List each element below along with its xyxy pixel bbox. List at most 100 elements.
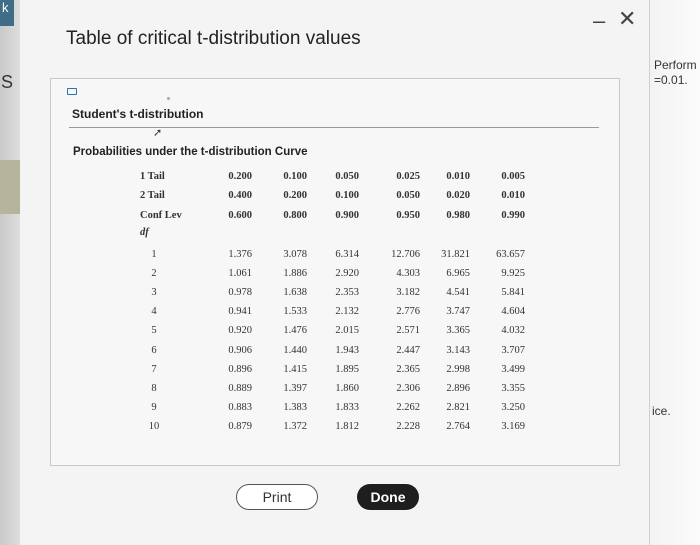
table-cell: 3.499 xyxy=(501,363,525,375)
table-cell: 2.896 xyxy=(446,382,470,394)
panel-subheading: Probabilities under the t-distribution C… xyxy=(73,146,308,158)
table-cell: 1.372 xyxy=(283,420,307,432)
table-header-label: Conf Lev xyxy=(140,210,182,221)
table-cell: 9.925 xyxy=(501,268,525,280)
background-tab: k xyxy=(0,0,14,26)
table-cell: 1.860 xyxy=(335,382,359,394)
table-cell: 4.541 xyxy=(446,287,470,299)
table-cell: 2.920 xyxy=(335,268,359,280)
table-header-value: 0.950 xyxy=(396,210,420,221)
table-cell: 6.965 xyxy=(446,268,470,280)
done-button[interactable]: Done xyxy=(357,484,419,510)
table-cell: 1.812 xyxy=(335,420,359,432)
t-table-dialog: Table of critical t-distribution values … xyxy=(20,0,650,545)
table-cell: 2.776 xyxy=(396,306,420,318)
table-header-value: 0.100 xyxy=(335,190,359,201)
table-cell: 3.250 xyxy=(501,401,525,413)
table-cell: 1.440 xyxy=(283,344,307,356)
table-cell: 0.920 xyxy=(228,325,252,337)
background-right-line2: =0.01. xyxy=(654,73,688,87)
table-cell: 6.314 xyxy=(335,249,359,260)
table-header-value: 0.010 xyxy=(446,171,470,182)
table-cell: 2.998 xyxy=(446,363,470,375)
table-header-value: 0.600 xyxy=(228,210,252,221)
background-left-edge: k S xyxy=(0,0,20,545)
table-cell: 2.262 xyxy=(396,401,420,413)
table-cell: 2.306 xyxy=(396,382,420,394)
table-cell: 3.365 xyxy=(446,325,470,337)
dialog-title: Table of critical t-distribution values xyxy=(66,28,361,49)
minimize-icon[interactable]: – xyxy=(593,8,606,33)
table-cell: 1.638 xyxy=(283,287,307,299)
table-header-value: 0.100 xyxy=(283,171,307,182)
table-cell: 3.707 xyxy=(501,344,525,356)
table-df-cell: 2 xyxy=(151,268,157,280)
background-right-line1: Perform a xyxy=(654,58,700,72)
close-icon[interactable]: ✕ xyxy=(618,6,637,31)
table-header-value: 0.050 xyxy=(335,171,359,182)
table-header-value: 0.800 xyxy=(283,210,307,221)
table-cell: 1.533 xyxy=(283,306,307,318)
table-cell: 3.078 xyxy=(283,249,307,260)
table-df-cell: 9 xyxy=(151,401,157,413)
background-left-text: S xyxy=(1,72,14,92)
print-button[interactable]: Print xyxy=(236,484,318,510)
panel-heading: Student's t-distribution xyxy=(72,107,204,121)
table-cell: 1.415 xyxy=(283,363,307,375)
background-right-bottom-text: ice. xyxy=(652,404,671,418)
table-cell: 0.896 xyxy=(228,363,252,375)
table-cell: 4.604 xyxy=(501,306,525,318)
table-cell: 3.182 xyxy=(396,287,420,299)
background-right-text: Perform a =0.01. xyxy=(654,58,700,88)
table-cell: 0.906 xyxy=(228,344,252,356)
panel-dot xyxy=(167,97,170,100)
table-header-value: 0.900 xyxy=(335,210,359,221)
table-df-cell: 7 xyxy=(151,363,157,375)
table-cell: 2.365 xyxy=(396,363,420,375)
table-cell: 1.397 xyxy=(283,382,307,394)
table-cell: 12.706 xyxy=(391,249,420,260)
table-cell: 1.476 xyxy=(283,325,307,337)
table-cell: 3.355 xyxy=(501,382,525,394)
table-header-value: 0.980 xyxy=(446,210,470,221)
table-cell: 2.821 xyxy=(446,401,470,413)
table-cell: 2.132 xyxy=(335,306,359,318)
table-cell: 0.978 xyxy=(228,287,252,299)
table-cell: 4.032 xyxy=(501,325,525,337)
t-distribution-panel: Student's t-distribution ➚ Probabilities… xyxy=(50,78,620,466)
table-cell: 31.821 xyxy=(441,249,470,260)
table-header-value: 0.990 xyxy=(501,210,525,221)
background-stripe xyxy=(0,160,20,214)
table-cell: 0.879 xyxy=(228,420,252,432)
panel-divider xyxy=(69,127,599,128)
table-cell: 1.061 xyxy=(228,268,252,280)
table-df-cell: 4 xyxy=(151,306,157,318)
table-cell: 1.943 xyxy=(335,344,359,356)
table-cell: 2.353 xyxy=(335,287,359,299)
table-header-value: 0.020 xyxy=(446,190,470,201)
table-cell: 1.886 xyxy=(283,268,307,280)
table-header-value: 0.200 xyxy=(228,171,252,182)
table-header-label: 2 Tail xyxy=(140,190,165,201)
table-cell: 2.447 xyxy=(396,344,420,356)
table-cell: 1.833 xyxy=(335,401,359,413)
table-df-cell: 8 xyxy=(151,382,157,394)
table-cell: 3.143 xyxy=(446,344,470,356)
table-header-value: 0.005 xyxy=(501,171,525,182)
table-df-cell: 1 xyxy=(151,249,157,260)
table-df-cell: 10 xyxy=(148,420,160,432)
table-df-cell: 3 xyxy=(151,287,157,299)
table-cell: 4.303 xyxy=(396,268,420,280)
table-header-label: 1 Tail xyxy=(140,171,165,182)
table-header-value: 0.400 xyxy=(228,190,252,201)
table-df-cell: 6 xyxy=(151,344,157,356)
panel-icon xyxy=(67,88,77,95)
table-cell: 63.657 xyxy=(496,249,525,260)
table-cell: 2.764 xyxy=(446,420,470,432)
mouse-cursor-icon: ➚ xyxy=(153,127,163,139)
table-cell: 2.228 xyxy=(396,420,420,432)
table-cell: 2.015 xyxy=(335,325,359,337)
table-header-value: 0.200 xyxy=(283,190,307,201)
table-cell: 0.941 xyxy=(228,306,252,318)
background-right-edge: Perform a =0.01. ice. xyxy=(650,0,700,545)
